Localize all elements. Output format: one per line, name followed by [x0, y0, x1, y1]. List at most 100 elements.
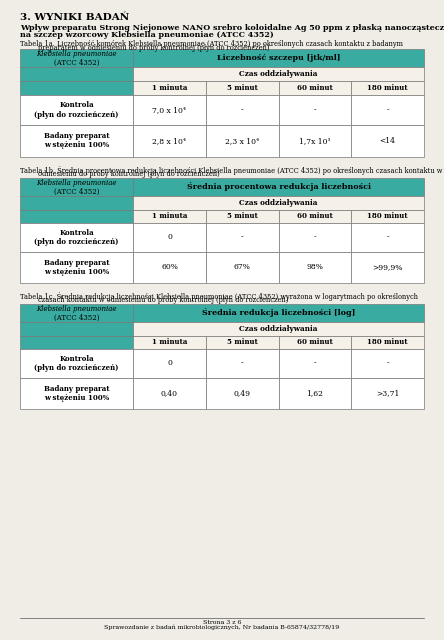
Bar — [351, 223, 424, 252]
Text: -: - — [241, 234, 243, 241]
Bar — [133, 209, 206, 223]
Bar — [20, 125, 133, 157]
Text: 60 minut: 60 minut — [297, 84, 333, 92]
Text: 60%: 60% — [161, 263, 178, 271]
Text: Klebsiella pneumoniae: Klebsiella pneumoniae — [36, 305, 117, 313]
Bar — [20, 196, 133, 209]
Text: Liczebność szczepu [jtk/ml]: Liczebność szczepu [jtk/ml] — [217, 54, 340, 62]
Text: -: - — [386, 359, 389, 367]
Text: -: - — [386, 234, 389, 241]
Bar — [351, 95, 424, 125]
Bar — [133, 252, 206, 283]
Text: -: - — [386, 106, 389, 114]
Text: 5 minut: 5 minut — [227, 339, 258, 346]
Bar — [206, 209, 278, 223]
Text: Badany preparat
w stężeniu 100%: Badany preparat w stężeniu 100% — [44, 132, 109, 149]
Text: Czas oddziaływania: Czas oddziaływania — [239, 198, 318, 207]
Text: Tabela 1b. Średnia procentowa redukcja liczebności Klebsiella pneumoniae (ATCC 4: Tabela 1b. Średnia procentowa redukcja l… — [20, 166, 442, 175]
Text: 60 minut: 60 minut — [297, 212, 333, 220]
Text: Tabela 1c. Średnia redukcja liczebności Klebsiella pneumoniae (ATCC 4352) wyrażo: Tabela 1c. Średnia redukcja liczebności … — [20, 292, 418, 301]
Text: Badany preparat
w stężeniu 100%: Badany preparat w stężeniu 100% — [44, 385, 109, 402]
Text: (ATCC 4352): (ATCC 4352) — [54, 314, 99, 322]
Bar — [351, 349, 424, 378]
Bar — [206, 349, 278, 378]
Bar — [133, 322, 424, 335]
Bar — [206, 335, 278, 349]
Text: Wpływ preparatu Strong Niejonowe NANO srebro koloidalne Ag 50 ppm z płaską nanoc: Wpływ preparatu Strong Niejonowe NANO sr… — [20, 24, 444, 32]
Bar — [133, 67, 424, 81]
Text: -: - — [241, 359, 243, 367]
Bar — [20, 209, 133, 223]
Bar — [20, 95, 133, 125]
Bar — [206, 125, 278, 157]
Text: Kontrola
(płyn do rozcieńczeń): Kontrola (płyn do rozcieńczeń) — [34, 101, 119, 118]
Text: 2,8 x 10⁴: 2,8 x 10⁴ — [152, 137, 186, 145]
Bar — [278, 223, 351, 252]
Bar — [20, 335, 133, 349]
Bar — [278, 95, 351, 125]
Bar — [133, 125, 206, 157]
Bar — [20, 178, 424, 196]
Text: 67%: 67% — [234, 263, 250, 271]
Text: na szczep wzorcowy Klebsiella pneumoniae (ATCC 4352): na szczep wzorcowy Klebsiella pneumoniae… — [20, 31, 274, 39]
Text: 1 minuta: 1 minuta — [152, 84, 187, 92]
Bar — [133, 378, 206, 409]
Text: 1,7x 10³: 1,7x 10³ — [299, 137, 331, 145]
Bar — [206, 81, 278, 95]
Text: 0,40: 0,40 — [161, 389, 178, 397]
Bar — [133, 95, 206, 125]
Bar — [278, 209, 351, 223]
Text: <14: <14 — [380, 137, 396, 145]
Text: Klebsiella pneumoniae: Klebsiella pneumoniae — [36, 179, 117, 187]
Text: -: - — [313, 234, 316, 241]
Bar — [278, 252, 351, 283]
Text: Średnia procentowa redukcja liczebności: Średnia procentowa redukcja liczebności — [186, 182, 371, 191]
Text: 1 minuta: 1 minuta — [152, 339, 187, 346]
Text: 5 minut: 5 minut — [227, 212, 258, 220]
Text: Czas oddziaływania: Czas oddziaływania — [239, 324, 318, 333]
Text: 180 minut: 180 minut — [367, 212, 408, 220]
Bar — [351, 209, 424, 223]
Bar — [206, 223, 278, 252]
Text: 0: 0 — [167, 359, 172, 367]
Text: 1 minuta: 1 minuta — [152, 212, 187, 220]
Bar — [278, 81, 351, 95]
Bar — [20, 49, 424, 67]
Text: Czas oddziaływania: Czas oddziaływania — [239, 70, 318, 78]
Text: (ATCC 4352): (ATCC 4352) — [54, 188, 99, 196]
Bar — [351, 252, 424, 283]
Text: -: - — [313, 359, 316, 367]
Bar — [20, 322, 133, 335]
Text: Klebsiella pneumoniae: Klebsiella pneumoniae — [36, 50, 117, 58]
Bar — [206, 378, 278, 409]
Bar — [278, 378, 351, 409]
Text: 3. WYNIKI BADAŃ: 3. WYNIKI BADAŃ — [20, 13, 129, 22]
Bar — [351, 378, 424, 409]
Bar — [20, 67, 133, 81]
Bar — [133, 335, 206, 349]
Bar — [278, 335, 351, 349]
Bar — [20, 223, 133, 252]
Text: 98%: 98% — [306, 263, 323, 271]
Text: 2,3 x 10⁴: 2,3 x 10⁴ — [225, 137, 259, 145]
Text: Kontrola
(płyn do rozcieńczeń): Kontrola (płyn do rozcieńczeń) — [34, 228, 119, 246]
Text: >99,9%: >99,9% — [373, 263, 403, 271]
Bar — [133, 223, 206, 252]
Bar — [133, 196, 424, 209]
Text: preparatem w odniesieniu do próby kontrolnej (płyn do rozcieńczeń): preparatem w odniesieniu do próby kontro… — [38, 45, 270, 52]
Bar — [20, 378, 133, 409]
Text: 0: 0 — [167, 234, 172, 241]
Text: >3,71: >3,71 — [376, 389, 399, 397]
Bar — [20, 252, 133, 283]
Text: Średnia redukcja liczebności [log]: Średnia redukcja liczebności [log] — [202, 308, 355, 317]
Bar — [133, 81, 206, 95]
Text: Sprawozdanie z badań mikrobiologicznych, Nr badania B-65874/32778/19: Sprawozdanie z badań mikrobiologicznych,… — [104, 625, 340, 630]
Text: 180 minut: 180 minut — [367, 339, 408, 346]
Text: 60 minut: 60 minut — [297, 339, 333, 346]
Text: 5 minut: 5 minut — [227, 84, 258, 92]
Bar — [278, 125, 351, 157]
Text: Kontrola
(płyn do rozcieńczeń): Kontrola (płyn do rozcieńczeń) — [34, 355, 119, 372]
Text: 1,62: 1,62 — [306, 389, 323, 397]
Bar — [20, 81, 133, 95]
Bar — [206, 252, 278, 283]
